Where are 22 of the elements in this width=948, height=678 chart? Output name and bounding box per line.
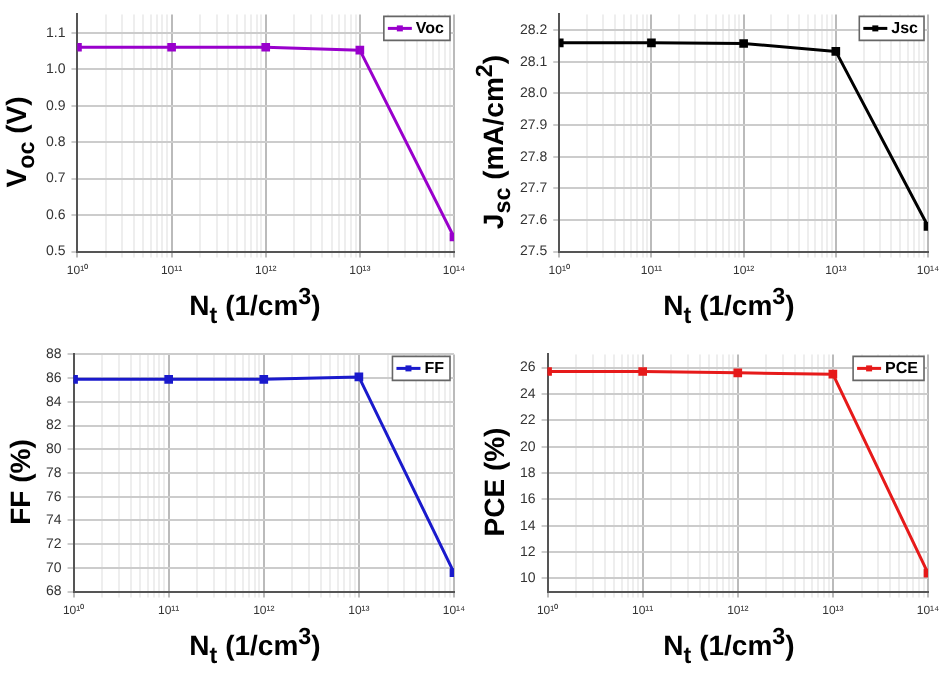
y-axis-title: FF (%)	[4, 439, 36, 525]
x-axis-title: N$_{t}$ (1/cm$^{3}$)	[187, 624, 323, 669]
legend-label: Jsc	[891, 18, 920, 37]
point	[354, 372, 364, 382]
point	[164, 374, 174, 384]
point	[733, 368, 743, 378]
x-axis-title: N$_{t}$ (1/cm$^{3}$)	[661, 284, 797, 329]
x-axis-title: N$_{t}$ (1/cm$^{3}$)	[661, 624, 797, 669]
point	[355, 45, 365, 55]
point	[167, 42, 176, 52]
x-axis-title: N$_{t}$ (1/cm$^{3}$)	[187, 284, 323, 329]
legend-label: FF	[424, 358, 445, 377]
y-axis-title: PCE (%)	[478, 427, 510, 537]
legend-label: Voc	[415, 18, 446, 37]
point	[739, 39, 748, 48]
point	[638, 367, 648, 376]
point	[828, 369, 838, 379]
point	[647, 38, 656, 48]
point	[831, 47, 841, 56]
point	[259, 374, 269, 384]
point	[261, 42, 271, 52]
legend-label: PCE	[885, 358, 920, 377]
